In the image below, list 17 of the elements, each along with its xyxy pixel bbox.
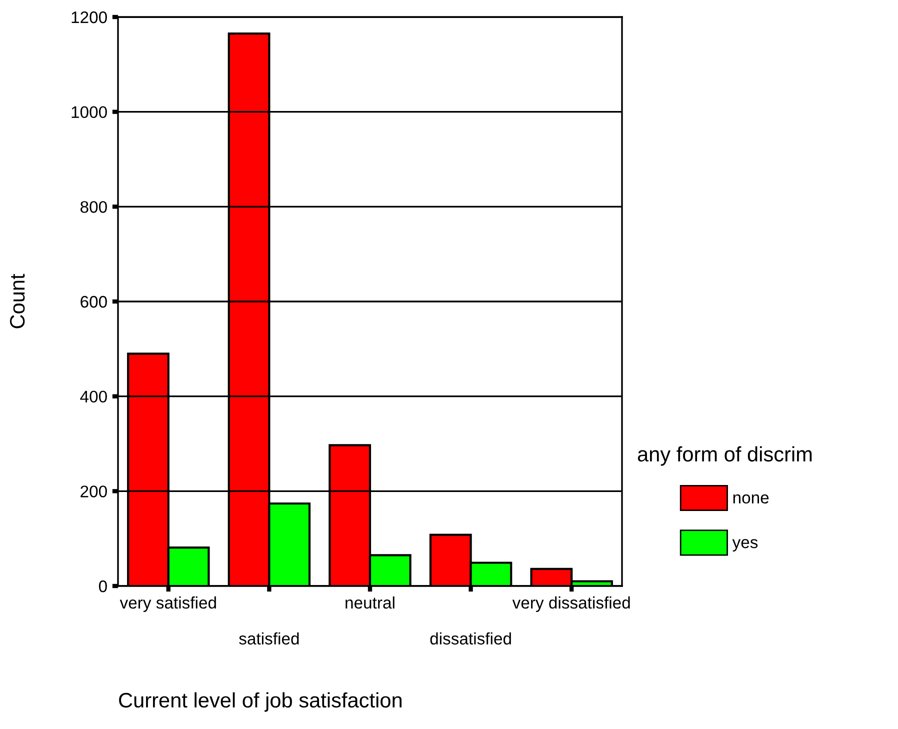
x-tick-label: dissatisfied: [430, 632, 511, 645]
x-tick-label: very dissatisfied: [512, 596, 630, 612]
x-tick-label: satisfied: [239, 632, 299, 645]
y-tick-label: 200: [80, 486, 107, 498]
y-axis-title: Count: [10, 274, 25, 328]
y-tick-label: 0: [98, 580, 107, 592]
legend-title: any form of discrim: [638, 446, 812, 466]
y-tick-label: 400: [80, 390, 107, 403]
legend-label: none: [733, 494, 769, 504]
x-tick-label: neutral: [346, 596, 394, 609]
y-tick-label: 800: [80, 201, 107, 213]
x-axis-title: Current level of job satisfaction: [119, 692, 402, 712]
y-tick-label: 600: [80, 296, 107, 308]
y-tick-label: 1200: [72, 11, 107, 24]
legend-label: yes: [732, 539, 758, 552]
x-tick-label: very satisfied: [120, 596, 216, 612]
y-tick-label: 1000: [72, 106, 107, 118]
